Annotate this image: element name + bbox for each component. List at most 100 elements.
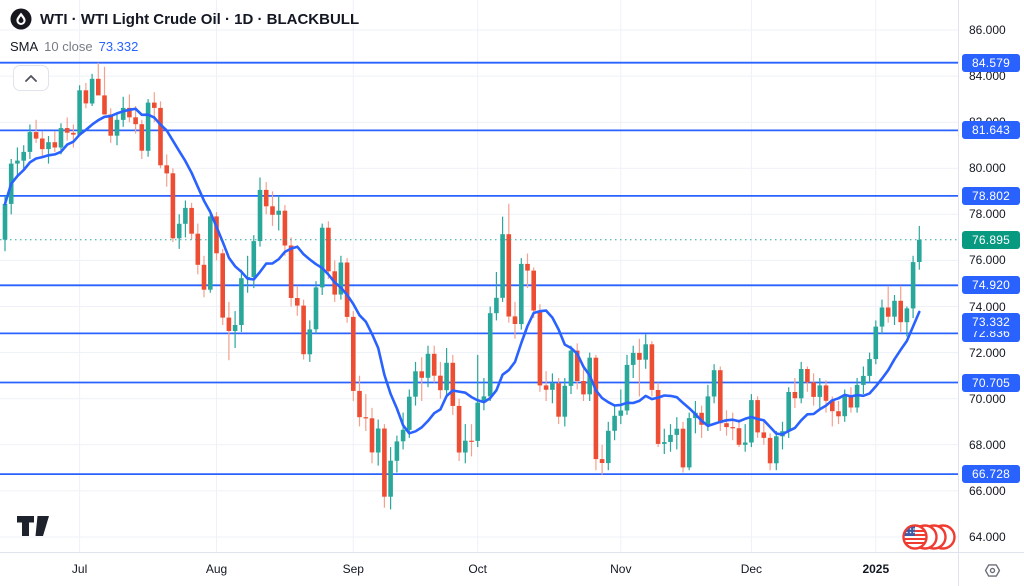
- chart-pane[interactable]: WTI · WTI Light Crude Oil · 1D · BLACKBU…: [0, 0, 958, 552]
- candle: [550, 373, 555, 404]
- candle: [52, 131, 58, 153]
- price-tick-label: 64.000: [969, 530, 1006, 544]
- price-tick-label: 68.000: [969, 437, 1006, 452]
- candle: [512, 301, 518, 339]
- price-axis[interactable]: 86.00084.00082.00080.00078.00076.00074.0…: [958, 0, 1024, 552]
- candle: [438, 361, 443, 399]
- candle: [593, 354, 599, 471]
- candle: [195, 223, 201, 275]
- market-flags-icon[interactable]: [902, 522, 956, 557]
- axis-corner: [958, 552, 1024, 586]
- collapse-legend-button[interactable]: [13, 65, 49, 91]
- candle: [817, 378, 823, 408]
- us-flag-stack-icon: [902, 524, 956, 550]
- candle: [885, 285, 891, 323]
- price-tick-label: 78.000: [969, 207, 1006, 222]
- time-tick-label: Dec: [740, 562, 763, 576]
- candle: [574, 343, 580, 390]
- candle: [214, 212, 219, 261]
- candle: [630, 345, 636, 378]
- candle: [848, 387, 854, 413]
- candle: [232, 311, 238, 348]
- candle: [736, 419, 742, 448]
- candle: [481, 378, 487, 411]
- candle: [46, 136, 51, 164]
- candle: [767, 433, 773, 471]
- candle: [307, 320, 313, 362]
- candle: [463, 424, 468, 464]
- tradingview-logo-icon: [17, 516, 49, 536]
- candle: [375, 419, 381, 466]
- candle: [413, 361, 418, 406]
- candle: [145, 99, 151, 157]
- candle: [33, 119, 39, 143]
- tradingview-logo[interactable]: [16, 515, 50, 542]
- candle: [77, 85, 82, 136]
- candle: [798, 361, 804, 404]
- candle: [245, 255, 250, 293]
- candle: [624, 354, 630, 415]
- candle: [724, 410, 729, 436]
- candle: [811, 373, 816, 406]
- candle: [637, 338, 642, 397]
- candle: [612, 405, 617, 441]
- candle: [71, 124, 76, 148]
- candle: [537, 304, 543, 392]
- candlestick-chart[interactable]: [0, 0, 958, 552]
- candle: [208, 209, 213, 293]
- time-axis[interactable]: Jul Aug Sep Oct Nov Dec 2025: [0, 552, 958, 586]
- candle: [114, 112, 120, 146]
- price-level-badge: 66.728: [962, 465, 1020, 484]
- chart-legend: WTI · WTI Light Crude Oil · 1D · BLACKBU…: [10, 8, 359, 91]
- candle: [282, 205, 288, 256]
- candle: [183, 200, 188, 238]
- price-level-badge: 78.802: [962, 186, 1020, 205]
- candle: [531, 267, 536, 319]
- price-tick-label: 84.000: [969, 69, 1006, 84]
- candle: [295, 285, 300, 316]
- candle: [873, 320, 879, 365]
- candle: [519, 258, 524, 330]
- candle: [879, 299, 885, 335]
- symbol-title[interactable]: WTI · WTI Light Crude Oil · 1D · BLACKBU…: [10, 8, 359, 30]
- candle: [15, 147, 20, 178]
- candle: [21, 145, 26, 171]
- candle: [494, 272, 499, 321]
- candle: [201, 255, 207, 298]
- price-tick-label: 86.000: [969, 23, 1006, 37]
- candle: [407, 389, 412, 438]
- candle: [500, 216, 505, 302]
- candle: [276, 195, 281, 231]
- candle: [618, 389, 624, 425]
- candle: [189, 202, 194, 240]
- candle: [382, 424, 387, 508]
- candle: [649, 341, 655, 397]
- candle: [686, 412, 692, 471]
- price-tick-label: 76.000: [969, 253, 1006, 268]
- candle: [668, 424, 673, 452]
- candle: [805, 366, 810, 392]
- candle: [301, 299, 306, 360]
- last-price-badge: 76.895: [962, 230, 1020, 249]
- candle: [910, 255, 916, 319]
- axis-settings-icon[interactable]: [983, 561, 1002, 580]
- candle: [338, 255, 344, 300]
- candle: [313, 281, 319, 335]
- candle: [164, 154, 169, 187]
- candle: [581, 366, 586, 401]
- candle: [562, 378, 568, 427]
- indicator-legend[interactable]: SMA 10 close 73.332: [10, 39, 359, 54]
- candle: [108, 108, 113, 143]
- candle: [867, 352, 872, 383]
- sma-value-badge: 73.332: [962, 312, 1020, 331]
- candle: [755, 396, 760, 438]
- candle: [917, 225, 922, 270]
- candle: [792, 378, 798, 408]
- candle: [599, 444, 605, 475]
- candle: [444, 348, 449, 397]
- sma-line[interactable]: [3, 107, 921, 436]
- candle: [662, 428, 667, 454]
- price-level-badge: 84.579: [962, 53, 1020, 72]
- candle: [730, 412, 735, 441]
- candle: [133, 106, 138, 134]
